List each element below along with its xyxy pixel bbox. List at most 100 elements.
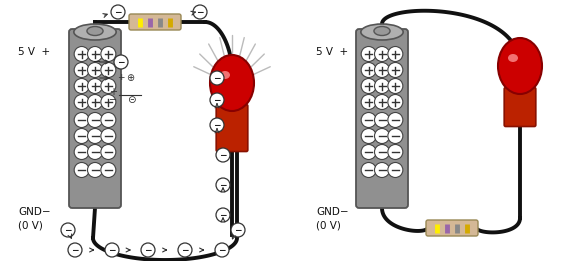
- Circle shape: [101, 163, 116, 177]
- Circle shape: [388, 128, 403, 144]
- Text: −: −: [196, 8, 204, 17]
- Circle shape: [374, 128, 390, 144]
- Text: −: −: [109, 95, 117, 105]
- Circle shape: [74, 163, 89, 177]
- Circle shape: [74, 145, 89, 159]
- Circle shape: [74, 79, 89, 93]
- Ellipse shape: [210, 55, 254, 111]
- Ellipse shape: [498, 38, 542, 94]
- Circle shape: [374, 112, 390, 128]
- Circle shape: [361, 163, 376, 177]
- Circle shape: [215, 243, 229, 257]
- Circle shape: [374, 62, 390, 78]
- Text: −: −: [213, 121, 221, 130]
- Text: −: −: [71, 246, 79, 255]
- Circle shape: [210, 71, 224, 85]
- FancyBboxPatch shape: [426, 220, 478, 236]
- Circle shape: [87, 46, 103, 62]
- Circle shape: [101, 112, 116, 128]
- FancyBboxPatch shape: [69, 29, 121, 208]
- Circle shape: [361, 62, 376, 78]
- Text: −: −: [181, 246, 189, 255]
- Text: GND−: GND−: [316, 207, 349, 217]
- Circle shape: [74, 62, 89, 78]
- Circle shape: [210, 93, 224, 107]
- Circle shape: [374, 145, 390, 159]
- Circle shape: [361, 128, 376, 144]
- Circle shape: [388, 94, 403, 110]
- Circle shape: [101, 62, 116, 78]
- Circle shape: [231, 223, 245, 237]
- Circle shape: [101, 46, 116, 62]
- Ellipse shape: [374, 27, 390, 35]
- Ellipse shape: [74, 24, 116, 40]
- Text: −: −: [218, 246, 226, 255]
- Circle shape: [114, 55, 128, 69]
- Circle shape: [361, 79, 376, 93]
- Text: −: −: [108, 246, 116, 255]
- Text: −: −: [219, 211, 227, 220]
- Circle shape: [193, 5, 207, 19]
- Circle shape: [361, 46, 376, 62]
- Circle shape: [74, 46, 89, 62]
- Circle shape: [101, 128, 116, 144]
- Text: −: −: [64, 226, 72, 235]
- Circle shape: [388, 79, 403, 93]
- Circle shape: [178, 243, 192, 257]
- FancyBboxPatch shape: [356, 29, 408, 208]
- Text: (0 V): (0 V): [316, 220, 341, 230]
- Circle shape: [361, 145, 376, 159]
- FancyBboxPatch shape: [129, 14, 181, 30]
- Circle shape: [87, 94, 103, 110]
- Ellipse shape: [87, 27, 103, 35]
- Circle shape: [105, 243, 119, 257]
- Circle shape: [87, 79, 103, 93]
- Text: +: +: [117, 74, 125, 82]
- Circle shape: [361, 112, 376, 128]
- Circle shape: [216, 178, 230, 192]
- Circle shape: [361, 94, 376, 110]
- Text: ⊕: ⊕: [126, 73, 134, 83]
- Circle shape: [68, 243, 82, 257]
- Circle shape: [388, 163, 403, 177]
- FancyBboxPatch shape: [216, 104, 248, 151]
- Circle shape: [388, 46, 403, 62]
- Circle shape: [111, 5, 125, 19]
- FancyBboxPatch shape: [504, 87, 536, 127]
- Circle shape: [87, 163, 103, 177]
- Text: −: −: [213, 74, 221, 83]
- Ellipse shape: [508, 54, 518, 62]
- Text: −: −: [234, 226, 242, 235]
- Text: −: −: [93, 57, 101, 67]
- Circle shape: [74, 94, 89, 110]
- Text: −: −: [219, 181, 227, 190]
- Circle shape: [374, 79, 390, 93]
- Text: −: −: [117, 58, 125, 67]
- Circle shape: [61, 223, 75, 237]
- Circle shape: [210, 118, 224, 132]
- Circle shape: [87, 128, 103, 144]
- Text: 5 V  +: 5 V +: [18, 47, 50, 57]
- Circle shape: [216, 208, 230, 222]
- Text: −: −: [219, 151, 227, 160]
- Circle shape: [101, 145, 116, 159]
- Circle shape: [74, 128, 89, 144]
- Circle shape: [374, 46, 390, 62]
- Text: −: −: [114, 8, 122, 17]
- Circle shape: [74, 112, 89, 128]
- Circle shape: [388, 62, 403, 78]
- Circle shape: [388, 112, 403, 128]
- Text: −: −: [144, 246, 152, 255]
- Circle shape: [388, 145, 403, 159]
- Circle shape: [374, 163, 390, 177]
- Circle shape: [216, 148, 230, 162]
- Text: 5 V  +: 5 V +: [316, 47, 348, 57]
- Circle shape: [101, 94, 116, 110]
- Text: ⊝: ⊝: [127, 95, 135, 105]
- Circle shape: [141, 243, 155, 257]
- Circle shape: [87, 62, 103, 78]
- Circle shape: [101, 79, 116, 93]
- Circle shape: [87, 112, 103, 128]
- Text: −: −: [213, 96, 221, 105]
- Text: GND−: GND−: [18, 207, 51, 217]
